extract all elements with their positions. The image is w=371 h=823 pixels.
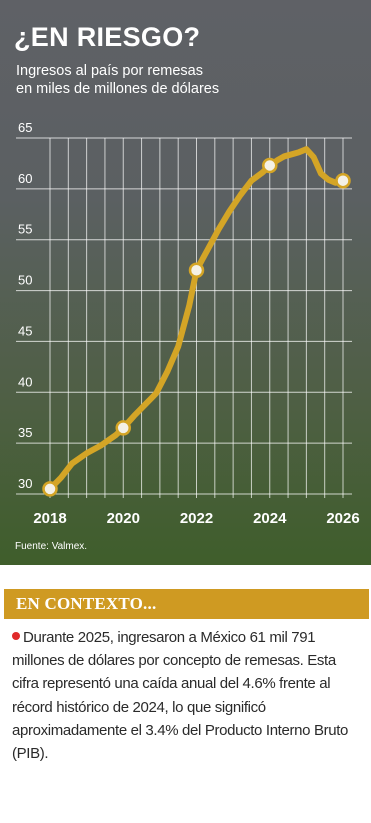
data-point-marker	[115, 420, 131, 436]
context-text: Durante 2025, ingresaron a México 61 mil…	[12, 629, 349, 763]
y-tick-label: 50	[18, 273, 32, 288]
x-tick-label: 2018	[33, 510, 66, 527]
y-tick-label: 65	[18, 120, 32, 135]
chart-subtitle: Ingresos al país por remesas en miles de…	[16, 62, 336, 98]
data-point-marker	[42, 481, 58, 497]
y-tick-label: 55	[18, 222, 32, 237]
y-tick-label: 30	[18, 476, 32, 491]
data-point-marker	[262, 157, 278, 174]
source-note: Fuente: Valmex.	[15, 541, 88, 552]
context-title: EN CONTEXTO...	[16, 594, 157, 613]
data-point-marker	[188, 262, 205, 278]
y-tick-label: 45	[18, 323, 32, 338]
series-line	[47, 146, 346, 492]
x-tick-label: 2024	[253, 510, 287, 527]
x-tick-label: 2022	[180, 510, 213, 527]
chart-panel: ¿EN RIESGO? Ingresos al país por remesas…	[0, 0, 371, 565]
context-header-bar: EN CONTEXTO...	[4, 589, 369, 619]
bullet-dot-icon	[12, 632, 20, 640]
subtitle-line-2: en miles de millones de dólares	[16, 81, 220, 97]
data-point-marker	[335, 172, 351, 189]
x-tick-label: 2026	[326, 510, 359, 527]
subtitle-line-1: Ingresos al país por remesas	[16, 63, 203, 79]
chart-title: ¿EN RIESGO?	[14, 22, 201, 52]
y-tick-label: 60	[18, 171, 32, 186]
x-tick-label: 2020	[107, 510, 140, 527]
context-paragraph: Durante 2025, ingresaron a México 61 mil…	[12, 626, 366, 765]
y-tick-label: 35	[18, 425, 32, 440]
line-chart: 30 35 40 45 50 55 60 65 2018 2020 2022 2024 2026	[18, 120, 359, 527]
y-tick-label: 40	[18, 374, 32, 389]
